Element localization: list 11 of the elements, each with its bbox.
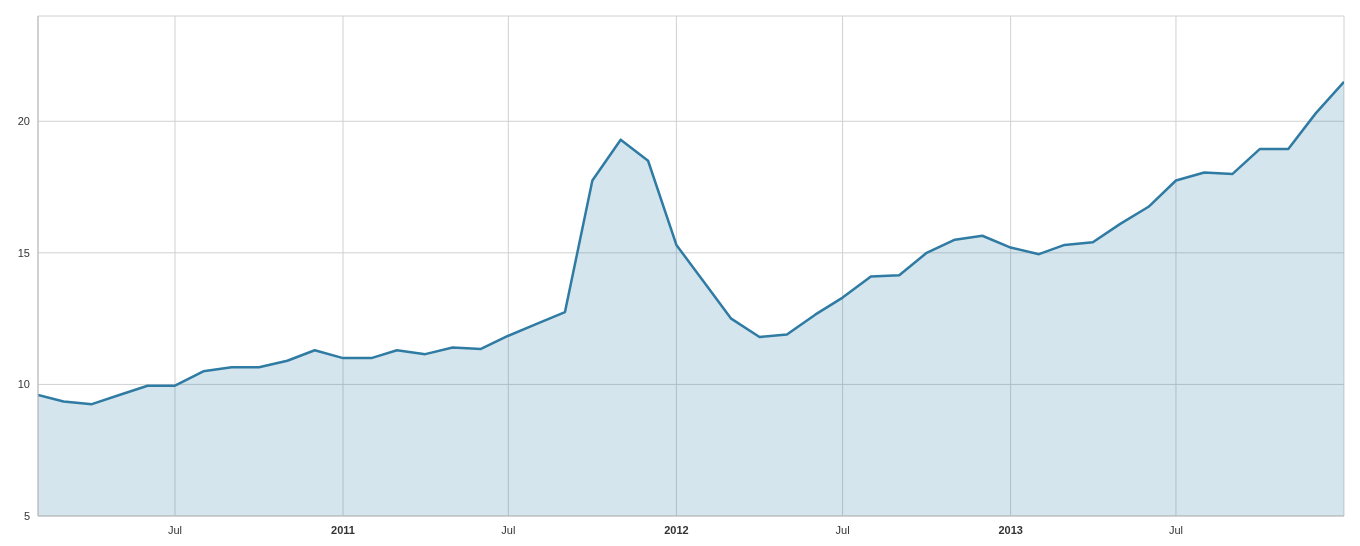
y-tick-label: 5: [23, 509, 30, 522]
y-tick-label: 15: [17, 246, 30, 259]
x-tick-label: 2011: [331, 524, 355, 536]
x-tick-label: Jul: [1168, 524, 1183, 536]
y-tick-label: 20: [17, 115, 30, 128]
x-tick-label: Jul: [501, 524, 516, 536]
x-tick-label: Jul: [835, 524, 850, 536]
y-tick-label: 10: [17, 378, 30, 391]
x-tick-label: Jul: [167, 524, 183, 536]
x-tick-label: 2012: [664, 524, 689, 536]
x-tick-label: 2013: [998, 524, 1023, 536]
